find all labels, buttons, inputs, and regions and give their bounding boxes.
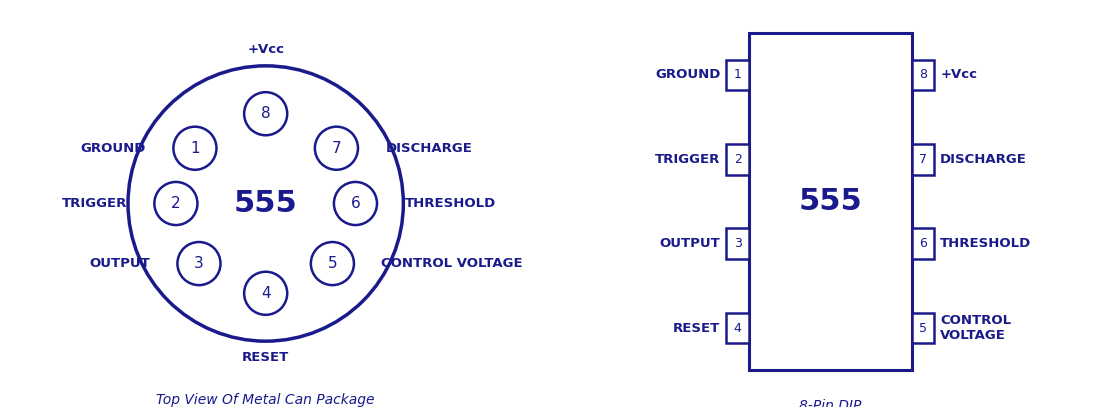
Text: 8: 8 [261,106,270,121]
Text: 555: 555 [798,187,862,216]
Bar [912,228,934,259]
Bar [748,33,912,370]
Text: 7: 7 [332,141,341,156]
Text: THRESHOLD: THRESHOLD [404,197,496,210]
Text: 8-Pin DIP: 8-Pin DIP [799,399,861,407]
Text: RESET: RESET [673,322,721,335]
Text: 5: 5 [919,322,927,335]
Text: +Vcc: +Vcc [247,43,284,56]
Text: GROUND: GROUND [81,142,146,155]
Text: DISCHARGE: DISCHARGE [385,142,473,155]
Text: 1: 1 [190,141,199,156]
Text: 6: 6 [351,196,361,211]
Text: 555: 555 [234,189,298,218]
Text: +Vcc: +Vcc [940,68,977,81]
Text: Top View Of Metal Can Package: Top View Of Metal Can Package [156,393,375,407]
Text: RESET: RESET [242,351,289,364]
Text: 8: 8 [919,68,927,81]
Bar [912,59,934,90]
Text: OUTPUT: OUTPUT [90,257,149,270]
Text: 2: 2 [172,196,180,211]
Text: 3: 3 [734,237,742,250]
Bar [726,59,748,90]
Bar [726,228,748,259]
Text: OUTPUT: OUTPUT [660,237,721,250]
Bar [912,144,934,175]
Bar [726,144,748,175]
Text: 6: 6 [919,237,927,250]
Text: 1: 1 [734,68,742,81]
Text: GROUND: GROUND [655,68,721,81]
Text: DISCHARGE: DISCHARGE [940,153,1027,166]
Text: THRESHOLD: THRESHOLD [940,237,1032,250]
Bar [912,313,934,344]
Text: 5: 5 [328,256,338,271]
Text: TRIGGER: TRIGGER [655,153,721,166]
Text: CONTROL VOLTAGE: CONTROL VOLTAGE [382,257,524,270]
Text: 4: 4 [734,322,742,335]
Bar [726,313,748,344]
Text: 7: 7 [919,153,927,166]
Text: 2: 2 [734,153,742,166]
Text: 4: 4 [261,286,270,301]
Text: CONTROL
VOLTAGE: CONTROL VOLTAGE [940,314,1012,342]
Text: 3: 3 [194,256,204,271]
Text: TRIGGER: TRIGGER [62,197,127,210]
